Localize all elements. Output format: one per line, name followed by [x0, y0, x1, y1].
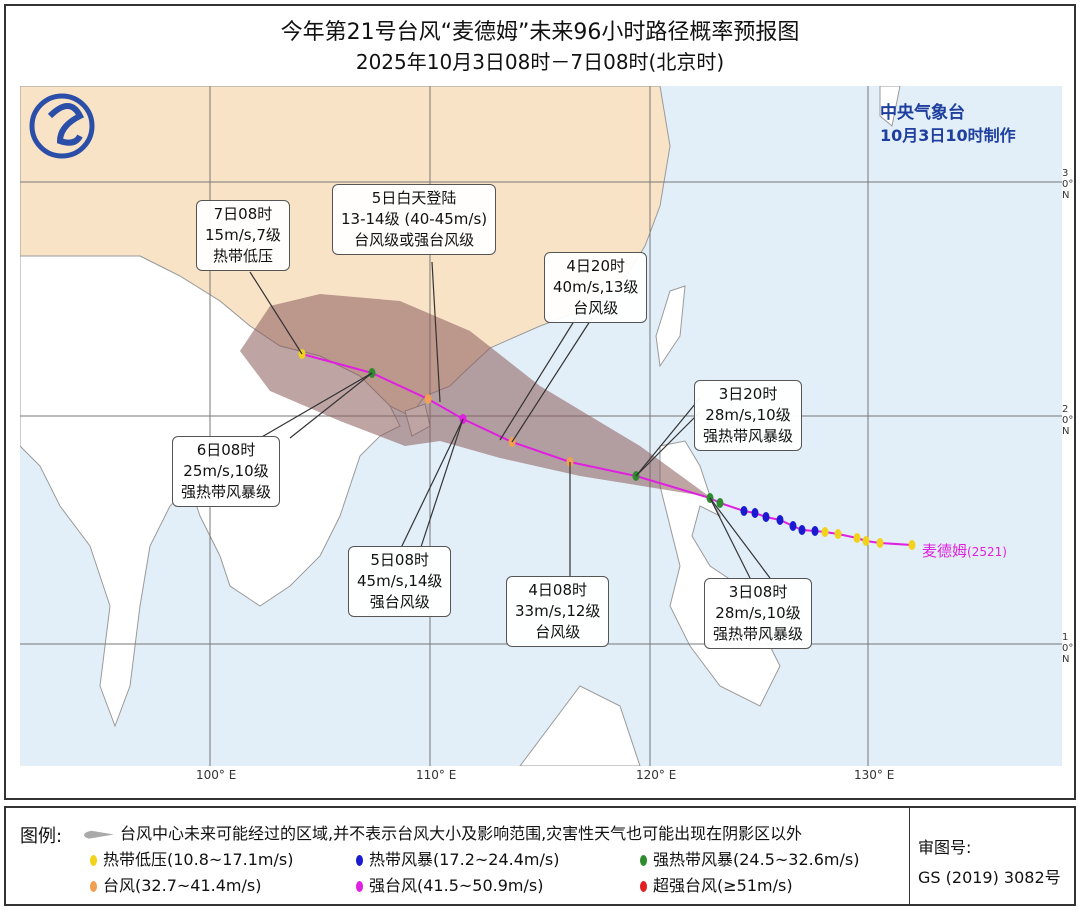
map-frame: [4, 4, 1076, 800]
track-line: [301, 353, 913, 546]
label-intensity: 45m/s,14级: [357, 572, 443, 590]
issue-time: 10月3日10时制作: [880, 126, 1016, 145]
lon-tick: 120° E: [636, 768, 677, 782]
label-time: 3日08时: [728, 583, 788, 601]
legend-item: 超强台风(≥51m/s): [640, 872, 793, 896]
forecast-label-6d08: 6日08时 25m/s,10级 强热带风暴级: [172, 436, 281, 507]
label-intensity: 28m/s,10级: [705, 406, 791, 424]
label-grade: 台风级: [573, 299, 619, 317]
label-intensity: 25m/s,10级: [183, 462, 269, 480]
track-point: [908, 540, 916, 550]
track-point: [834, 529, 842, 539]
current-label-3d08: 3日08时 28m/s,10级 强热带风暴级: [704, 578, 813, 649]
map-title: 今年第21号台风“麦德姆”未来96小时路径概率预报图: [280, 20, 800, 45]
forecast-label-4d08: 4日08时 33m/s,12级 台风级: [506, 576, 610, 647]
review-number: GS (2019) 3082号: [918, 868, 1061, 887]
lat-tick: 10° N: [1062, 632, 1074, 665]
label-grade: 强热带风暴级: [713, 625, 804, 643]
legend-cone: 台风中心未来可能经过的区域,并不表示台风大小及影响范围,灾害性天气也可能出现在阴…: [84, 820, 802, 844]
label-time: 3日20时: [718, 385, 778, 403]
track-point: [762, 512, 770, 522]
legend: 图例: 台风中心未来可能经过的区域,并不表示台风大小及影响范围,灾害性天气也可能…: [4, 806, 1076, 906]
typhoon-name: 麦德姆: [922, 542, 968, 560]
track-point: [811, 526, 819, 536]
lat-tick: 30° N: [1062, 168, 1074, 201]
sty-symbol-icon: [356, 881, 363, 892]
label-grade: 强热带风暴级: [703, 427, 794, 445]
agency-name: 中央气象台: [880, 103, 965, 123]
label-grade: 强台风级: [369, 593, 430, 611]
legend-divider: [909, 808, 910, 904]
td-symbol-icon: [90, 855, 97, 866]
lon-tick: 130° E: [854, 768, 895, 782]
cma-logo: [29, 93, 95, 159]
legend-title: 图例:: [20, 826, 63, 847]
track-point: [424, 394, 432, 404]
legend-text: 热带低压(10.8~17.1m/s): [103, 850, 294, 869]
forecast-label-3d20: 3日20时 28m/s,10级 强热带风暴级: [694, 380, 803, 451]
track-point: [789, 521, 797, 531]
label-leaders: [249, 261, 771, 579]
super-ty-symbol-icon: [640, 881, 647, 892]
legend-item: 热带低压(10.8~17.1m/s): [90, 846, 293, 870]
forecast-label-7d08: 7日08时 15m/s,7级 热带低压: [196, 200, 290, 271]
typhoon-name-label: 麦德姆(2521): [922, 540, 1007, 561]
borneo-land: [519, 685, 641, 766]
track-point: [798, 525, 806, 535]
review-label: 审图号:: [918, 838, 972, 857]
legend-text: 热带风暴(17.2~24.4m/s): [369, 850, 560, 869]
forecast-label-5d08: 5日08时 45m/s,14级 强台风级: [348, 546, 452, 617]
track-point: [853, 533, 861, 543]
label-time: 4日20时: [566, 257, 626, 275]
label-time: 5日08时: [370, 551, 430, 569]
lat-tick: 20° N: [1062, 404, 1074, 437]
label-grade: 台风级: [535, 623, 581, 641]
label-grade: 台风级或强台风级: [354, 231, 475, 249]
track-point: [862, 536, 870, 546]
typhoon-code: (2521): [967, 545, 1007, 559]
track-point: [776, 515, 784, 525]
label-intensity: 33m/s,12级: [515, 602, 601, 620]
cone-swatch-icon: [84, 829, 114, 840]
lon-tick: 110° E: [416, 768, 457, 782]
track-point: [716, 498, 724, 508]
track-point: [876, 538, 884, 548]
label-time: 4日08时: [528, 581, 588, 599]
legend-item: 强热带风暴(24.5~32.6m/s): [640, 846, 859, 870]
ty-symbol-icon: [90, 881, 97, 892]
track-point: [751, 508, 759, 518]
japan-land: [879, 86, 901, 127]
landfall-label: 5日白天登陆 13-14级 (40-45m/s) 台风级或强台风级: [332, 184, 497, 255]
legend-text: 超强台风(≥51m/s): [653, 876, 793, 895]
map-subtitle: 2025年10月3日08时－7日08时(北京时): [355, 50, 725, 74]
label-grade: 强热带风暴级: [181, 483, 272, 501]
label-intensity: 28m/s,10级: [715, 604, 801, 622]
legend-cone-text: 台风中心未来可能经过的区域,并不表示台风大小及影响范围,灾害性天气也可能出现在阴…: [120, 824, 803, 843]
legend-text: 台风(32.7~41.4m/s): [103, 876, 262, 895]
taiwan-island: [655, 285, 686, 368]
lon-tick: 100° E: [196, 768, 237, 782]
label-intensity: 40m/s,13级: [553, 278, 639, 296]
legend-item: 台风(32.7~41.4m/s): [90, 872, 261, 896]
legend-text: 强台风(41.5~50.9m/s): [369, 876, 544, 895]
legend-text: 强热带风暴(24.5~32.6m/s): [653, 850, 860, 869]
label-time: 7日08时: [213, 205, 273, 223]
label-time: 5日白天登陆: [371, 189, 457, 207]
forecast-label-4d20: 4日20时 40m/s,13级 台风级: [544, 252, 648, 323]
track-point: [821, 527, 829, 537]
label-intensity: 15m/s,7级: [205, 226, 281, 244]
legend-item: 强台风(41.5~50.9m/s): [356, 872, 543, 896]
sts-symbol-icon: [640, 855, 647, 866]
probability-cone: [240, 294, 710, 497]
label-intensity: 13-14级 (40-45m/s): [341, 210, 488, 228]
track-point: [740, 506, 748, 516]
ts-symbol-icon: [356, 855, 363, 866]
label-time: 6日08时: [196, 441, 256, 459]
legend-item: 热带风暴(17.2~24.4m/s): [356, 846, 559, 870]
label-grade: 热带低压: [212, 247, 273, 265]
